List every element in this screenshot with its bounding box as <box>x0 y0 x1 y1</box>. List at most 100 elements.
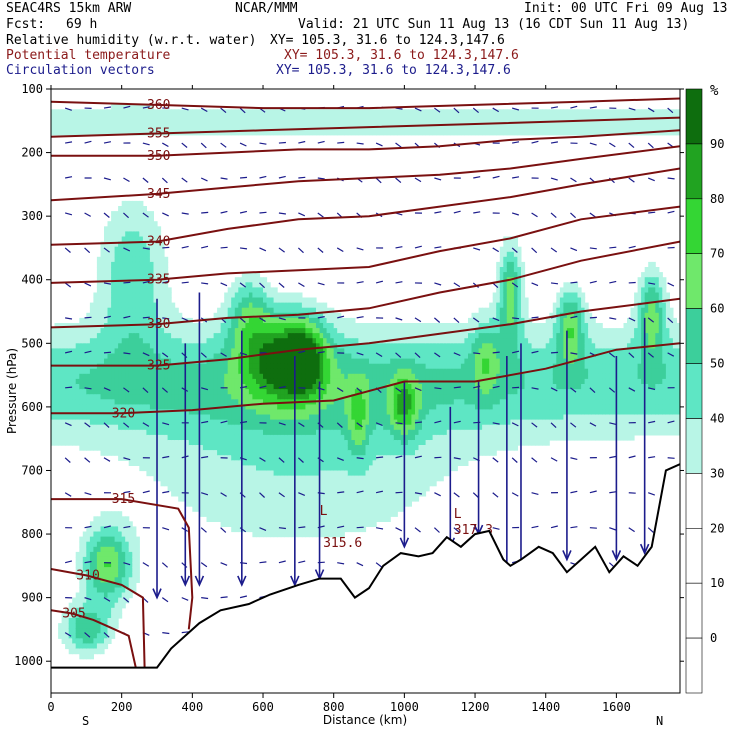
rh-cell <box>273 414 278 421</box>
rh-cell <box>157 394 162 400</box>
rh-cell <box>149 261 154 268</box>
rh-cell <box>301 323 306 329</box>
rh-cell <box>192 455 197 461</box>
rh-cell <box>157 312 162 319</box>
rh-cell <box>326 373 331 380</box>
rh-cell <box>93 129 98 136</box>
rh-cell <box>125 292 130 299</box>
rh-cell <box>149 256 154 263</box>
rh-cell <box>277 409 282 416</box>
rh-cell <box>178 119 183 126</box>
rh-cell <box>365 470 370 477</box>
rh-cell <box>114 312 119 319</box>
rh-cell <box>245 333 250 339</box>
rh-cell <box>86 648 91 655</box>
rh-cell <box>121 333 126 339</box>
rh-cell <box>326 333 331 339</box>
rh-cell <box>188 445 193 451</box>
rh-cell <box>79 582 84 589</box>
rh-cell <box>337 501 342 507</box>
rh-cell <box>58 343 63 349</box>
rh-cell <box>75 394 80 400</box>
rh-cell <box>146 241 151 248</box>
rh-cell <box>96 119 101 126</box>
rh-cell <box>326 378 331 385</box>
rh-cell <box>287 434 292 441</box>
rh-cell <box>51 384 56 390</box>
rh-cell <box>220 373 225 380</box>
rh-cell <box>266 480 271 487</box>
rh-cell <box>238 124 243 131</box>
rh-cell <box>245 521 250 527</box>
rh-cell <box>93 419 98 426</box>
rh-cell <box>93 378 98 385</box>
rh-cell <box>75 618 80 624</box>
rh-cell <box>273 302 278 309</box>
rh-cell <box>89 592 94 599</box>
rh-cell <box>125 302 130 309</box>
rh-cell <box>93 612 98 619</box>
rh-cell <box>344 348 349 355</box>
rh-cell <box>379 109 384 115</box>
rh-cell <box>280 404 285 411</box>
rh-cell <box>259 358 264 365</box>
rh-cell <box>128 450 133 456</box>
rh-cell <box>326 450 331 456</box>
rh-cell <box>86 536 91 543</box>
rh-cell <box>277 495 282 502</box>
rh-cell <box>213 348 218 355</box>
rh-cell <box>96 419 101 426</box>
rh-cell <box>379 495 384 502</box>
rh-cell <box>100 368 105 375</box>
rh-cell <box>61 129 66 136</box>
rh-cell <box>164 414 169 421</box>
rh-cell <box>114 577 119 583</box>
rh-cell <box>96 394 101 400</box>
rh-cell <box>224 414 229 421</box>
rh-cell <box>376 409 381 416</box>
rh-cell <box>277 307 282 314</box>
rh-cell <box>202 465 207 472</box>
rh-cell <box>132 394 137 400</box>
rh-cell <box>298 292 303 299</box>
rh-cell <box>132 358 137 365</box>
rh-cell <box>294 384 299 390</box>
rh-cell <box>280 429 285 436</box>
rh-cell <box>68 373 73 380</box>
rh-cell <box>259 470 264 477</box>
rh-cell <box>351 353 356 360</box>
rh-cell <box>61 358 66 365</box>
rh-cell <box>301 297 306 304</box>
rh-cell <box>100 623 105 629</box>
rh-cell <box>139 373 144 380</box>
rh-cell <box>365 475 370 482</box>
rh-cell <box>61 424 66 431</box>
rh-cell <box>167 455 172 461</box>
rh-cell <box>121 292 126 299</box>
rh-cell <box>167 389 172 395</box>
rh-cell <box>139 378 144 385</box>
rh-cell <box>128 562 133 568</box>
rh-cell <box>263 495 268 502</box>
rh-cell <box>185 424 190 431</box>
rh-cell <box>294 389 299 395</box>
rh-cell <box>146 368 151 375</box>
rh-cell <box>160 333 165 339</box>
rh-cell <box>188 368 193 375</box>
rh-cell <box>75 567 80 573</box>
rh-cell <box>309 501 314 507</box>
rh-cell <box>252 312 257 319</box>
rh-cell <box>118 226 123 232</box>
rh-cell <box>316 429 321 436</box>
rh-cell <box>330 516 335 522</box>
rh-cell <box>142 414 147 421</box>
rh-cell <box>319 129 324 136</box>
rh-cell <box>142 333 147 339</box>
rh-cell <box>309 394 314 400</box>
rh-cell <box>135 200 140 207</box>
rh-cell <box>270 363 275 370</box>
rh-cell <box>245 307 250 314</box>
rh-cell <box>96 267 101 273</box>
rh-cell <box>224 394 229 400</box>
rh-cell <box>100 582 105 589</box>
